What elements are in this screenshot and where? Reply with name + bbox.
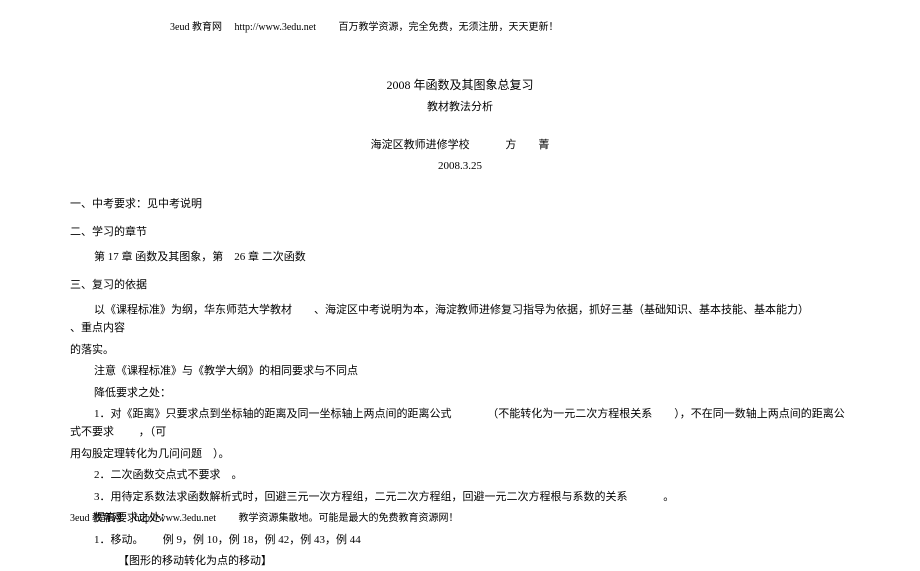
footer-url: http://www.3edu.net [134,513,216,524]
section3-para1-b: 、重点内容 [70,322,125,334]
footer-site-name: 3eud 教育网 [70,513,122,524]
section3-item1-c: ，（可 [139,426,167,438]
author-school: 海淀区教师进修学校 [371,139,470,151]
author-line: 海淀区教师进修学校 方 菁 [70,137,850,155]
section3-heading: 三、复习的依据 [70,277,850,295]
author-name: 方 菁 [505,139,549,151]
section3-raise1-a: 1．移动。 [94,534,138,546]
header-site-name: 3eud 教育网 [170,22,222,33]
section3-item1: 1．对《距离》只要求点到坐标轴的距离及同一坐标轴上两点间的距离公式 （不能转化为… [70,406,850,441]
section3-item3: 3．用待定系数法求函数解析式时，回避三元一次方程组，二元二次方程组，回避一元二次… [70,489,850,507]
section3-para1: 以《课程标准》为纲，华东师范大学教材 、海淀区中考说明为本，海淀教师进修复习指导… [70,302,850,337]
section3-item3-a: 3．用待定系数法求函数解析式时，回避三元一次方程组，二元二次方程组，回避一元二次… [94,491,628,503]
page-footer: 3eud 教育网 http://www.3edu.net 教学资源集散地。可能是… [70,511,459,527]
section3-raise-note: 【图形的移动转化为点的移动】 [118,553,850,571]
header-url: http://www.3edu.net [234,22,316,33]
page-header: 3eud 教育网 http://www.3edu.net 百万教学资源，完全免费… [70,20,850,36]
section3-para1-a: 以《课程标准》为纲，华东师范大学教材 、海淀区中考说明为本，海淀教师进修复习指导… [94,304,804,316]
footer-note: 教学资源集散地。可能是最大的免费教育资源网！ [239,513,459,524]
section2-heading: 二、学习的章节 [70,224,850,242]
section3-para3: 降低要求之处： [70,385,850,403]
section2-content: 第 17 章 函数及其图象，第 26 章 二次函数 [94,249,850,267]
document-title-line1: 2008 年函数及其图象总复习 [70,76,850,95]
header-slogan: 百万教学资源，完全免费，无须注册，天天更新！ [339,22,559,33]
section3-para2: 注意《课程标准》与《教学大纲》的相同要求与不同点 [70,363,850,381]
document-date: 2008.3.25 [70,158,850,176]
section3-item1-a: 1．对《距离》只要求点到坐标轴的距离及同一坐标轴上两点间的距离公式 [94,408,452,420]
section3-item1-d: 用勾股定理转化为几问问题 ）。 [70,446,850,464]
section3-item2: 2．二次函数交点式不要求 。 [70,467,850,485]
section1-heading: 一、中考要求：见中考说明 [70,196,850,214]
document-title-line2: 教材教法分析 [70,99,850,117]
section3-item3-b: 。 [663,491,674,503]
section3-raise1-b: 例 9，例 10，例 18，例 42，例 43，例 44 [163,534,361,546]
section3-para1-c: 的落实。 [70,342,850,360]
